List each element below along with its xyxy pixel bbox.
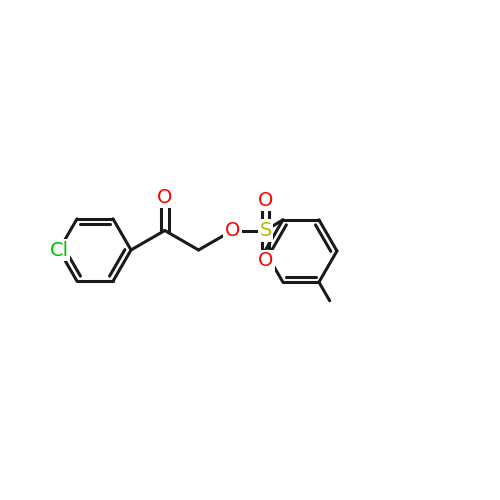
Text: S: S bbox=[260, 221, 272, 240]
Text: O: O bbox=[224, 221, 240, 240]
Text: Cl: Cl bbox=[50, 240, 68, 260]
Text: O: O bbox=[258, 252, 273, 270]
Text: O: O bbox=[258, 190, 273, 210]
Text: O: O bbox=[157, 188, 172, 207]
